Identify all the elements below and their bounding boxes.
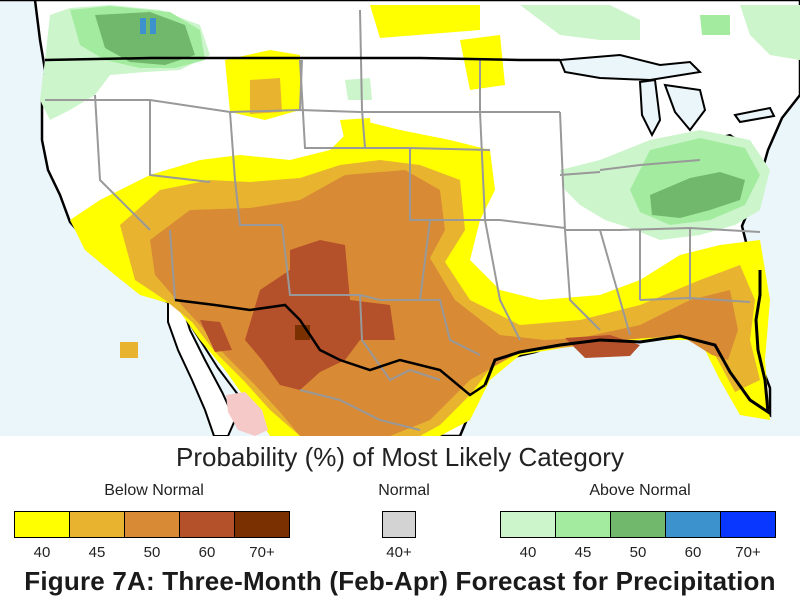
- legend-swatch: [234, 511, 290, 538]
- legend-swatch: [382, 511, 416, 538]
- legend-swatch: [14, 511, 70, 538]
- normal-region: [226, 392, 268, 436]
- legend-swatch: [610, 511, 666, 538]
- country-borders: [44, 56, 560, 397]
- legend-tick-label: 70+: [735, 544, 761, 561]
- below-normal-swatches: [14, 511, 290, 538]
- coastline-gulf: [483, 270, 770, 415]
- legend-tick-label: 40: [33, 544, 51, 561]
- legend-swatch: [720, 511, 776, 538]
- above-normal-60-region: [140, 18, 156, 34]
- legend-title: Probability (%) of Most Likely Category: [176, 442, 624, 472]
- forecast-map: [0, 0, 800, 436]
- normal-label: Normal: [378, 482, 430, 499]
- legend-swatch: [555, 511, 611, 538]
- legend-tick-label: 50: [629, 544, 647, 561]
- normal-ticks: 40+: [366, 544, 431, 564]
- legend-tick-label: 45: [88, 544, 106, 561]
- legend: Probability (%) of Most Likely Category …: [0, 436, 800, 568]
- legend-swatch: [179, 511, 235, 538]
- legend-tick-label: 40: [519, 544, 537, 561]
- normal-swatches: [382, 511, 416, 538]
- legend-tick-label: 70+: [249, 544, 275, 561]
- legend-tick-label: 60: [198, 544, 216, 561]
- baja-california: [167, 298, 237, 436]
- state-boundaries: [45, 9, 761, 431]
- legend-swatch: [665, 511, 721, 538]
- legend-tick-label: 60: [684, 544, 702, 561]
- below-normal-label: Below Normal: [104, 482, 204, 499]
- legend-tick-label: 45: [574, 544, 592, 561]
- legend-swatch: [69, 511, 125, 538]
- figure-caption: Figure 7A: Three-Month (Feb-Apr) Forecas…: [24, 566, 776, 596]
- above-normal-50-region: [95, 12, 745, 218]
- above-normal-label: Above Normal: [589, 482, 691, 499]
- legend-swatch: [124, 511, 180, 538]
- legend-tick-label: 50: [143, 544, 161, 561]
- below-normal-ticks: 40 45 50 60 70+: [14, 544, 289, 564]
- legend-swatch: [500, 511, 556, 538]
- legend-tick-label: 40+: [386, 544, 412, 561]
- above-normal-ticks: 40 45 50 60 70+: [500, 544, 775, 564]
- above-normal-swatches: [500, 511, 776, 538]
